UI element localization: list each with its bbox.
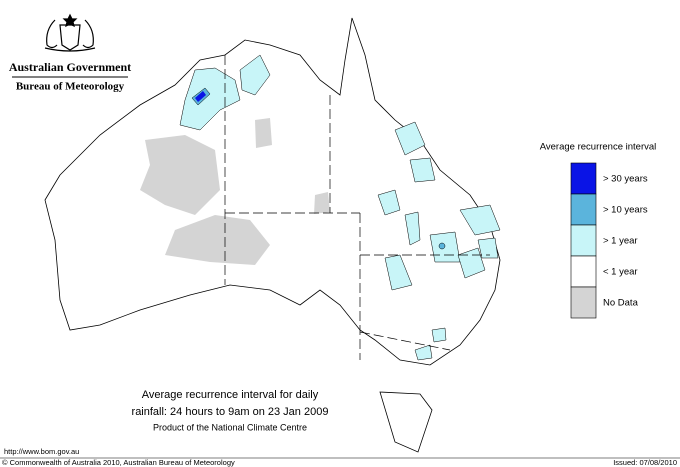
mainland bbox=[44, 17, 501, 366]
crest bbox=[44, 13, 96, 52]
caption-line: Product of the National Climate Centre bbox=[153, 422, 307, 432]
state-borders bbox=[224, 55, 490, 360]
legend-label: > 30 years bbox=[603, 174, 648, 185]
header-title: Australian Government bbox=[9, 60, 131, 74]
footer-url: http://www.bom.gov.au bbox=[4, 447, 79, 456]
footer-copyright: © Commonwealth of Australia 2010, Austra… bbox=[2, 458, 235, 467]
legend-swatch bbox=[570, 286, 597, 319]
legend-swatch bbox=[570, 193, 597, 226]
rain-area-heavy bbox=[438, 242, 446, 250]
legend-swatch bbox=[570, 255, 597, 288]
legend-swatch bbox=[570, 224, 597, 257]
map bbox=[44, 17, 501, 453]
legend: > 30 years > 10 years > 1 year < 1 year No D… bbox=[570, 162, 648, 319]
legend-label: No Data bbox=[603, 298, 639, 309]
legend-label: > 10 years bbox=[603, 205, 648, 216]
caption-line: Average recurrence interval for daily bbox=[142, 389, 319, 401]
legend-title: Average recurrence interval bbox=[540, 142, 657, 153]
legend-label: < 1 year bbox=[603, 267, 638, 278]
tasmania bbox=[379, 391, 433, 453]
header-subtitle: Bureau of Meteorology bbox=[16, 81, 125, 93]
legend-swatch bbox=[570, 162, 597, 195]
footer-issued: Issued: 07/08/2010 bbox=[613, 458, 677, 467]
no-data-areas bbox=[140, 118, 330, 265]
caption-line: rainfall: 24 hours to 9am on 23 Jan 2009 bbox=[132, 406, 329, 418]
rain-area-extreme bbox=[195, 91, 206, 102]
legend-label: > 1 year bbox=[603, 236, 638, 247]
